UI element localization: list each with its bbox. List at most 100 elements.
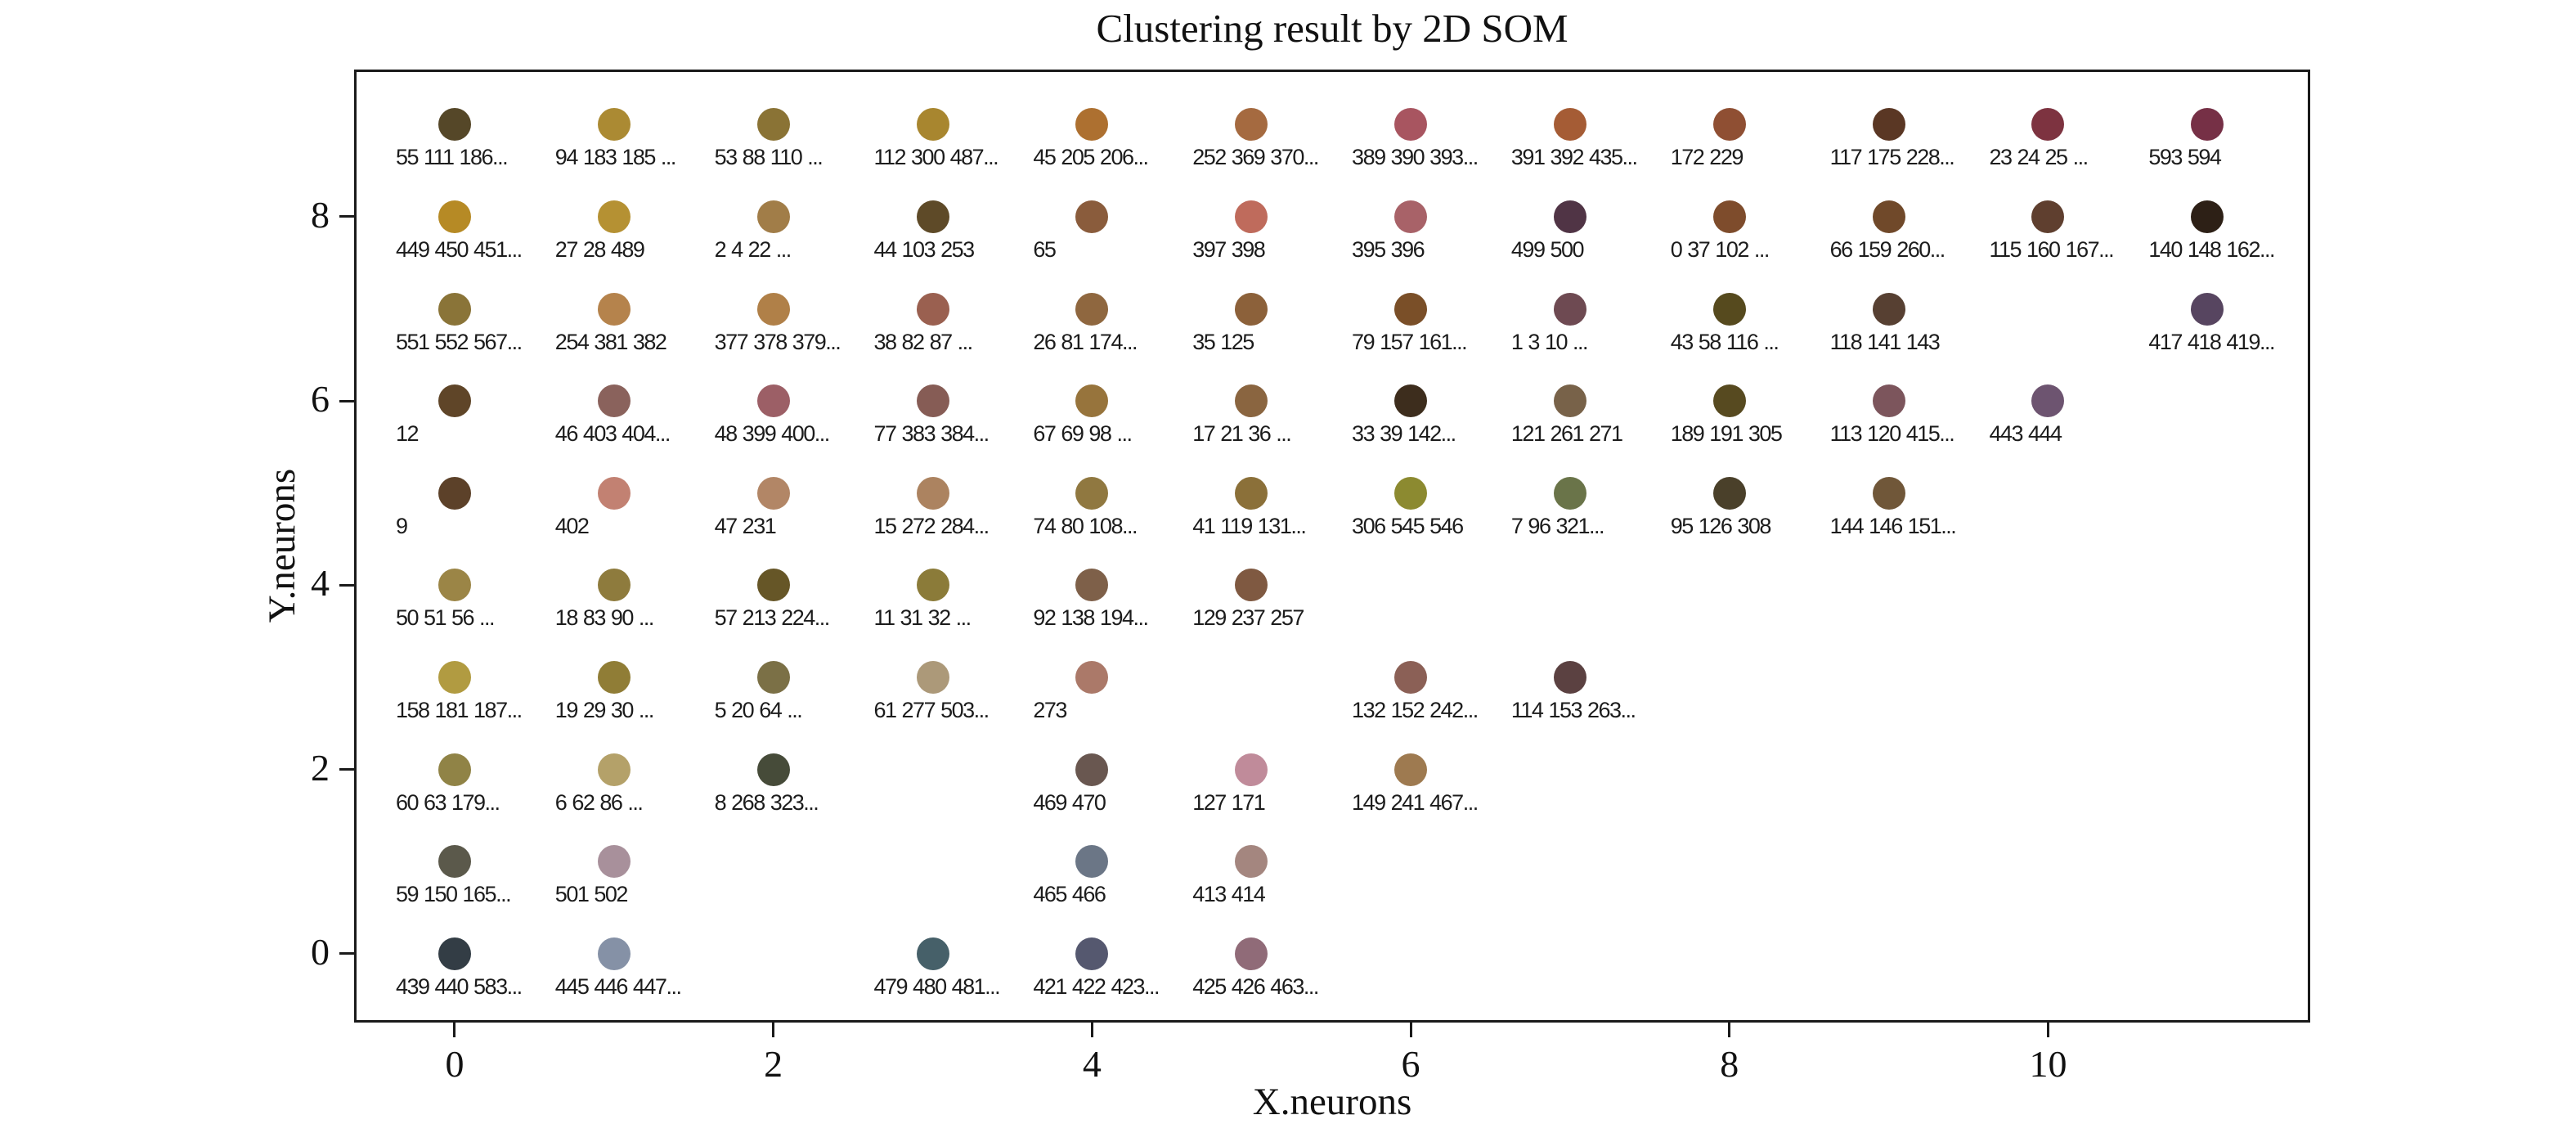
- x-axis-label: X.neurons: [1252, 1081, 1412, 1123]
- cluster-member-ids: 395 396: [1352, 236, 1425, 262]
- cluster-dot: [1712, 200, 1746, 233]
- cluster-dot: [1712, 384, 1746, 418]
- cluster-member-ids: 389 390 393...: [1352, 145, 1479, 170]
- y-tick-mark: [339, 583, 354, 587]
- cluster-dot: [1075, 384, 1109, 418]
- cluster-dot: [1235, 937, 1268, 970]
- cluster-member-ids: 254 381 382: [554, 329, 667, 354]
- cluster-member-ids: 129 237 257: [1192, 605, 1304, 631]
- cluster-member-ids: 26 81 174...: [1033, 329, 1138, 354]
- cluster-member-ids: 115 160 167...: [1989, 236, 2114, 262]
- cluster-dot: [1394, 292, 1428, 326]
- cluster-dot: [1075, 845, 1109, 879]
- y-tick-label: 8: [311, 193, 330, 236]
- cluster-member-ids: 41 119 131...: [1192, 513, 1307, 538]
- cluster-dot: [1872, 292, 1905, 326]
- cluster-dot: [1235, 845, 1268, 879]
- cluster-dot: [1394, 384, 1428, 418]
- cluster-dot: [916, 569, 949, 602]
- cluster-dot: [756, 476, 790, 510]
- cluster-dot: [756, 108, 790, 142]
- cluster-dot: [1394, 200, 1428, 233]
- cluster-dot: [1872, 476, 1905, 510]
- cluster-member-ids: 18 83 90 ...: [554, 605, 655, 631]
- cluster-dot: [597, 937, 631, 970]
- cluster-member-ids: 77 383 384...: [873, 421, 990, 447]
- x-tick-mark: [1409, 1023, 1412, 1037]
- y-tick-label: 4: [311, 562, 330, 605]
- cluster-member-ids: 439 440 583...: [395, 973, 523, 999]
- cluster-dot: [1075, 937, 1109, 970]
- cluster-dot: [438, 569, 471, 602]
- cluster-dot: [1235, 292, 1268, 326]
- cluster-dot: [916, 661, 949, 695]
- cluster-member-ids: 5 20 64 ...: [714, 698, 803, 723]
- cluster-member-ids: 172 229: [1670, 145, 1744, 170]
- cluster-member-ids: 47 231: [714, 513, 777, 538]
- cluster-dot: [756, 200, 790, 233]
- cluster-member-ids: 65: [1033, 236, 1057, 262]
- cluster-dot: [1712, 108, 1746, 142]
- cluster-dot: [1394, 661, 1428, 695]
- cluster-member-ids: 421 422 423...: [1033, 973, 1160, 999]
- cluster-dot: [1394, 476, 1428, 510]
- cluster-member-ids: 114 153 263...: [1510, 698, 1636, 723]
- cluster-member-ids: 465 466: [1033, 882, 1106, 907]
- x-tick-mark: [453, 1023, 456, 1037]
- cluster-dot: [438, 292, 471, 326]
- cluster-dot: [2031, 108, 2065, 142]
- y-tick-label: 0: [311, 930, 330, 973]
- cluster-dot: [2191, 200, 2224, 233]
- cluster-dot: [597, 753, 631, 786]
- cluster-member-ids: 397 398: [1192, 236, 1266, 262]
- x-tick-mark: [1728, 1023, 1731, 1037]
- cluster-member-ids: 59 150 165...: [395, 882, 512, 907]
- x-tick-mark: [1090, 1023, 1093, 1037]
- cluster-member-ids: 2 4 22 ...: [714, 236, 792, 262]
- cluster-dot: [1075, 200, 1109, 233]
- cluster-member-ids: 15 272 284...: [873, 513, 990, 538]
- chart-title: Clustering result by 2D SOM: [1096, 6, 1568, 51]
- cluster-dot: [1712, 292, 1746, 326]
- cluster-member-ids: 0 37 102 ...: [1670, 236, 1770, 262]
- cluster-member-ids: 402: [554, 513, 590, 538]
- cluster-dot: [1075, 753, 1109, 786]
- cluster-dot: [916, 476, 949, 510]
- cluster-dot: [438, 476, 471, 510]
- cluster-member-ids: 417 418 419...: [2148, 329, 2275, 354]
- cluster-dot: [2191, 108, 2224, 142]
- cluster-dot: [438, 200, 471, 233]
- cluster-dot: [1553, 384, 1586, 418]
- cluster-member-ids: 35 125: [1192, 329, 1254, 354]
- plot-area: [354, 70, 2310, 1023]
- cluster-member-ids: 44 103 253: [873, 236, 976, 262]
- cluster-dot: [1075, 661, 1109, 695]
- cluster-dot: [1235, 476, 1268, 510]
- cluster-member-ids: 48 399 400...: [714, 421, 831, 447]
- cluster-dot: [1235, 753, 1268, 786]
- cluster-dot: [1075, 476, 1109, 510]
- cluster-dot: [1553, 108, 1586, 142]
- cluster-member-ids: 55 111 186...: [395, 145, 509, 170]
- cluster-dot: [756, 569, 790, 602]
- cluster-member-ids: 43 58 116 ...: [1670, 329, 1779, 354]
- cluster-member-ids: 61 277 503...: [873, 698, 990, 723]
- cluster-dot: [756, 661, 790, 695]
- x-tick-mark: [772, 1023, 775, 1037]
- cluster-dot: [1394, 108, 1428, 142]
- cluster-dot: [916, 200, 949, 233]
- cluster-dot: [1553, 661, 1586, 695]
- cluster-member-ids: 113 120 415...: [1829, 421, 1955, 447]
- cluster-dot: [1235, 200, 1268, 233]
- cluster-member-ids: 9: [395, 513, 408, 538]
- x-tick-mark: [2046, 1023, 2049, 1037]
- y-tick-label: 6: [311, 378, 330, 420]
- cluster-dot: [1553, 476, 1586, 510]
- cluster-member-ids: 46 403 404...: [554, 421, 671, 447]
- cluster-member-ids: 443 444: [1989, 421, 2062, 447]
- cluster-dot: [1553, 292, 1586, 326]
- cluster-dot: [438, 937, 471, 970]
- cluster-member-ids: 50 51 56 ...: [395, 605, 496, 631]
- cluster-member-ids: 19 29 30 ...: [554, 698, 655, 723]
